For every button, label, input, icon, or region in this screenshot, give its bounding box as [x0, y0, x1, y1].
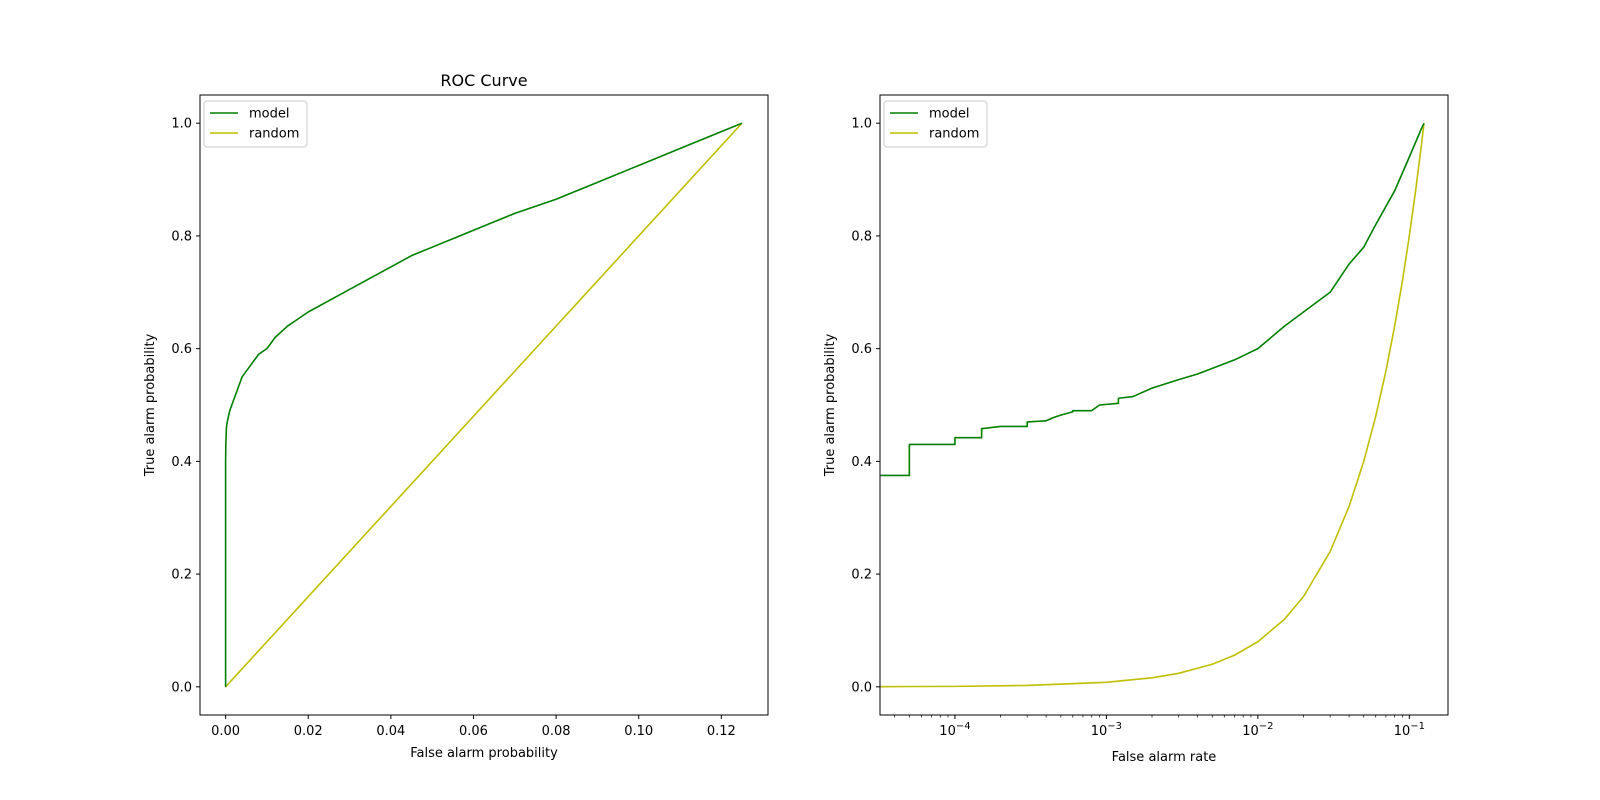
legend-random-label: random: [929, 127, 979, 142]
y-tick-label: 0.0: [171, 680, 192, 695]
y-tick-label: 0.6: [851, 342, 872, 357]
x-tick-label: 10−1: [1394, 721, 1425, 739]
x-tick-label: 0.06: [459, 724, 488, 739]
y-ticks: 0.0 0.2 0.4 0.6 0.8 1.0: [851, 117, 880, 695]
x-tick-label: 0.10: [624, 724, 653, 739]
x-axis-label: False alarm probability: [410, 746, 558, 761]
x-tick-label: 0.04: [376, 724, 405, 739]
series-layer: [879, 122, 1425, 688]
x-tick-label: 10−3: [1091, 721, 1122, 739]
y-tick-label: 0.4: [851, 455, 872, 470]
x-tick-label: 0.00: [211, 724, 240, 739]
roc-linear-panel: ROC Curve 0.00 0.02 0.04 0.06 0.08 0.10 0.12 0…: [143, 71, 769, 761]
y-tick-label: 1.0: [851, 117, 872, 132]
roc-log-panel: 10−4 10−3 10−2 10−1 0.0 0.2 0.4 0.6 0.8 1.0 Fals…: [823, 94, 1449, 765]
series-line-random: [225, 122, 743, 688]
y-tick-label: 0.8: [171, 229, 192, 244]
legend: model random: [203, 100, 308, 148]
x-ticks: 0.00 0.02 0.04 0.06 0.08 0.10 0.12: [211, 715, 736, 739]
x-tick-label: 10−4: [939, 721, 970, 739]
series-line-model: [224, 122, 743, 687]
x-ticks: 10−4 10−3 10−2 10−1: [894, 715, 1425, 739]
chart-title: ROC Curve: [440, 71, 527, 90]
x-tick-label: 0.12: [707, 724, 736, 739]
axes-frame: [199, 94, 769, 716]
y-tick-label: 0.0: [851, 680, 872, 695]
y-tick-label: 0.2: [171, 568, 192, 583]
legend: model random: [883, 100, 988, 148]
y-axis-label: True alarm probability: [823, 333, 838, 477]
y-axis-label: True alarm probability: [143, 333, 158, 477]
y-tick-label: 0.4: [171, 455, 192, 470]
x-axis-label: False alarm rate: [1112, 750, 1217, 765]
series-layer: [224, 122, 743, 688]
y-tick-label: 0.8: [851, 229, 872, 244]
x-tick-label: 0.08: [542, 724, 571, 739]
y-tick-label: 0.6: [171, 342, 192, 357]
x-tick-label: 10−2: [1242, 721, 1273, 739]
y-tick-label: 1.0: [171, 117, 192, 132]
axes-frame: [879, 94, 1449, 716]
series-line-random: [879, 123, 1425, 688]
series-line-model: [880, 122, 1425, 477]
legend-model-label: model: [249, 107, 289, 122]
legend-random-label: random: [249, 127, 299, 142]
x-tick-label: 0.02: [294, 724, 323, 739]
legend-model-label: model: [929, 107, 969, 122]
y-tick-label: 0.2: [851, 568, 872, 583]
y-ticks: 0.0 0.2 0.4 0.6 0.8 1.0: [171, 117, 200, 695]
